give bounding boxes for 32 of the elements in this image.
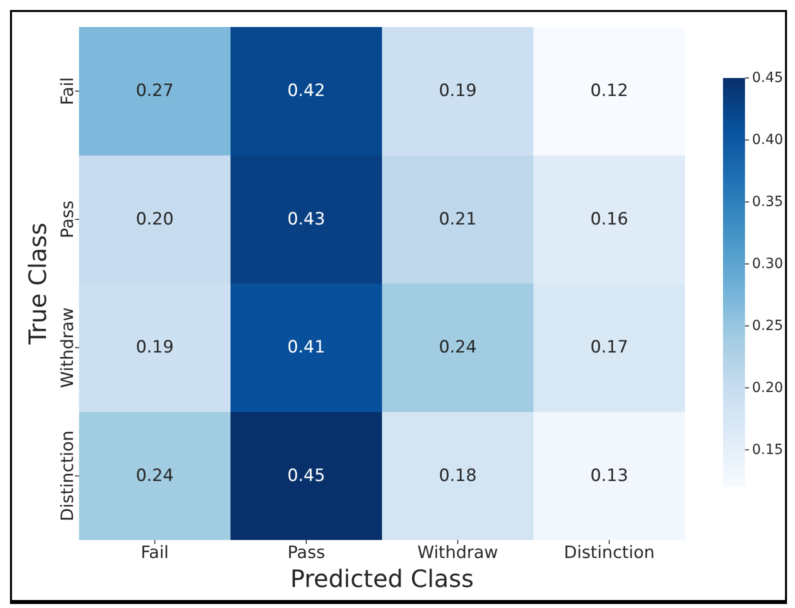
x-tick-label: Pass [287,543,326,564]
y-axis-title: True Class [24,222,52,346]
data-label: 0.16 [590,209,628,230]
color-bar-label: 0.15 [752,442,784,458]
color-bar-label: 0.20 [752,380,784,396]
data-label: 0.42 [287,81,326,102]
data-label: 0.19 [438,81,477,102]
x-axis-title: Predicted Class [290,565,474,593]
y-tick-label: Withdraw [58,307,78,388]
data-label: 0.20 [136,209,174,230]
color-bar-label: 0.40 [752,132,784,148]
data-label: 0.18 [438,466,477,486]
data-label: 0.24 [136,466,174,486]
color-bar-label: 0.25 [752,318,784,334]
x-tick-label: Fail [140,543,169,564]
data-label: 0.24 [438,338,477,358]
data-label: 0.17 [590,338,628,358]
data-label: 0.21 [438,209,477,230]
data-label: 0.12 [590,81,628,102]
color-bar-label: 0.30 [752,256,784,272]
x-tick-label: Withdraw [417,543,498,564]
data-label: 0.41 [287,338,326,358]
data-label: 0.43 [287,209,326,230]
x-tick-label: Distinction [564,543,655,564]
color-bar-label: 0.45 [752,70,784,86]
data-label: 0.13 [590,466,628,486]
y-tick-label: Fail [58,77,78,106]
color-bar-label: 0.35 [752,194,784,210]
data-label: 0.45 [287,466,326,486]
data-label: 0.19 [136,338,174,358]
y-tick-label: Pass [58,200,78,238]
data-label: 0.27 [136,81,174,102]
